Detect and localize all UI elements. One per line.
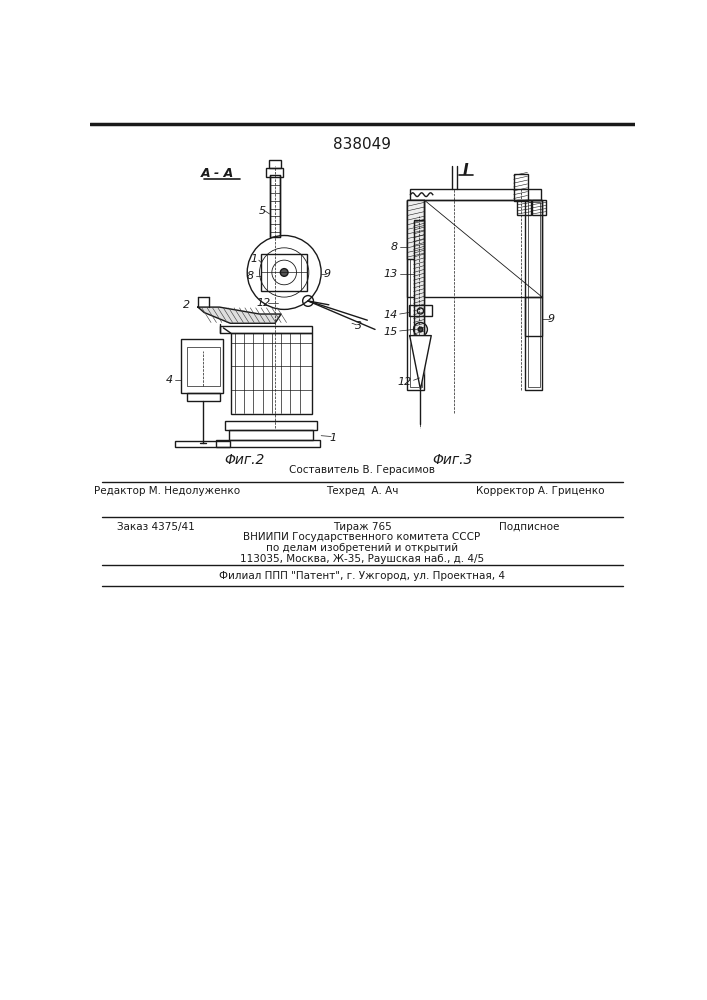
Circle shape [418,327,423,332]
Text: 14: 14 [384,310,398,320]
Text: ВНИИПИ Государственного комитета СССР: ВНИИПИ Государственного комитета СССР [243,532,481,542]
Polygon shape [198,307,281,323]
Text: Редактор М. Недолуженко: Редактор М. Недолуженко [94,486,240,496]
Text: Техред  А. Ач: Техред А. Ач [326,486,398,496]
Bar [518,200,532,215]
Circle shape [281,269,288,276]
Bar [407,200,424,259]
Text: 8: 8 [391,242,398,252]
Bar [269,160,281,168]
Text: 15: 15 [384,327,398,337]
Bar [409,305,432,316]
Polygon shape [409,336,431,389]
Bar [411,189,542,200]
Bar [532,200,546,215]
Text: 4: 4 [166,375,173,385]
Bar [187,393,219,401]
Text: 3: 3 [354,321,362,331]
Text: Составитель В. Герасимов: Составитель В. Герасимов [289,465,435,475]
Bar [181,339,223,393]
Bar [525,200,542,389]
Bar [269,175,281,237]
Text: 838049: 838049 [333,137,391,152]
Text: 5: 5 [259,206,266,216]
Bar [407,200,424,389]
Bar [525,297,542,336]
Text: Тираж 765: Тираж 765 [332,522,392,532]
Bar [225,421,317,430]
Text: Корректор А. Гриценко: Корректор А. Гриценко [477,486,605,496]
Text: 113035, Москва, Ж-35, Раушская наб., д. 4/5: 113035, Москва, Ж-35, Раушская наб., д. … [240,554,484,564]
Text: A - A: A - A [201,167,234,180]
Text: 2: 2 [183,300,190,310]
Text: I: I [463,163,469,178]
Bar [229,430,313,440]
Bar [407,200,542,297]
Text: 8: 8 [247,271,254,281]
Text: 13: 13 [384,269,398,279]
Bar [175,441,230,447]
Bar [187,347,219,386]
Text: Подписное: Подписное [499,522,559,532]
Text: 9: 9 [547,314,554,324]
Bar [527,202,540,387]
Text: 12: 12 [398,377,412,387]
Text: 12: 12 [256,298,271,308]
Bar [261,254,308,291]
Text: 9: 9 [324,269,331,279]
Text: Φиг.3: Φиг.3 [432,453,472,467]
Text: Заказ 4375/41: Заказ 4375/41 [117,522,194,532]
Text: по делам изобретений и открытий: по делам изобретений и открытий [266,543,458,553]
Bar [409,202,422,387]
Text: Филиал ППП "Патент", г. Ужгород, ул. Проектная, 4: Филиал ППП "Патент", г. Ужгород, ул. Про… [219,571,505,581]
Text: Φиг.2: Φиг.2 [224,453,264,467]
Bar [219,326,312,333]
Bar [514,174,527,201]
Bar [231,333,312,414]
Text: 1: 1 [251,254,258,264]
Bar [267,168,284,177]
Bar [216,440,320,447]
Bar [414,220,424,336]
Text: 1: 1 [329,433,337,443]
